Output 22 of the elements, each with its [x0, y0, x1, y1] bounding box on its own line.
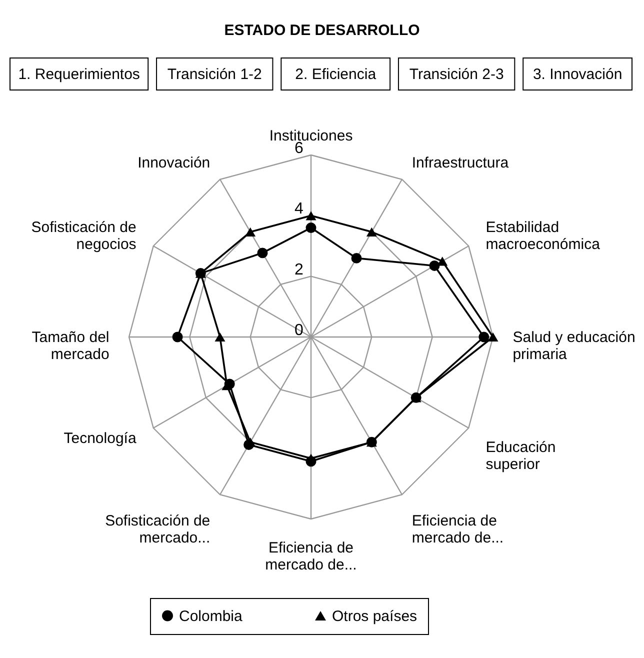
spoke-label: Eficiencia de mercado de...	[412, 512, 504, 547]
text: Transición 2-3	[409, 66, 504, 83]
spoke-label: Educación superior	[486, 438, 556, 473]
spoke-label: Estabilidad macroeconómica	[486, 219, 601, 254]
text: 3. Innovación	[532, 66, 622, 83]
spoke-label: Tamaño del mercado	[32, 329, 110, 363]
legend-label: Otros países	[332, 608, 418, 625]
text: 2. Eficiencia	[295, 66, 377, 83]
spoke-label: Salud y educación primaria	[512, 329, 636, 363]
spoke-label: Innovación	[138, 154, 210, 172]
text: 1. Requerimientos	[18, 66, 140, 83]
legend-label: Colombia	[179, 608, 244, 625]
chart-title: ESTADO DE DESARROLLO	[224, 22, 420, 39]
spoke-label: Sofisticación de mercado...	[105, 512, 210, 547]
spoke-label: Sofisticación de negocios	[31, 219, 136, 254]
y-tick-label: 0	[294, 322, 304, 339]
text: Transición 1-2	[167, 66, 262, 83]
y-tick-label: 2	[294, 261, 304, 278]
y-tick-label: 4	[294, 200, 304, 218]
spoke-label: Infraestructura	[412, 154, 510, 172]
spoke-label: Tecnología	[64, 430, 137, 447]
spoke-label: Eficiencia de mercado de...	[265, 540, 357, 574]
